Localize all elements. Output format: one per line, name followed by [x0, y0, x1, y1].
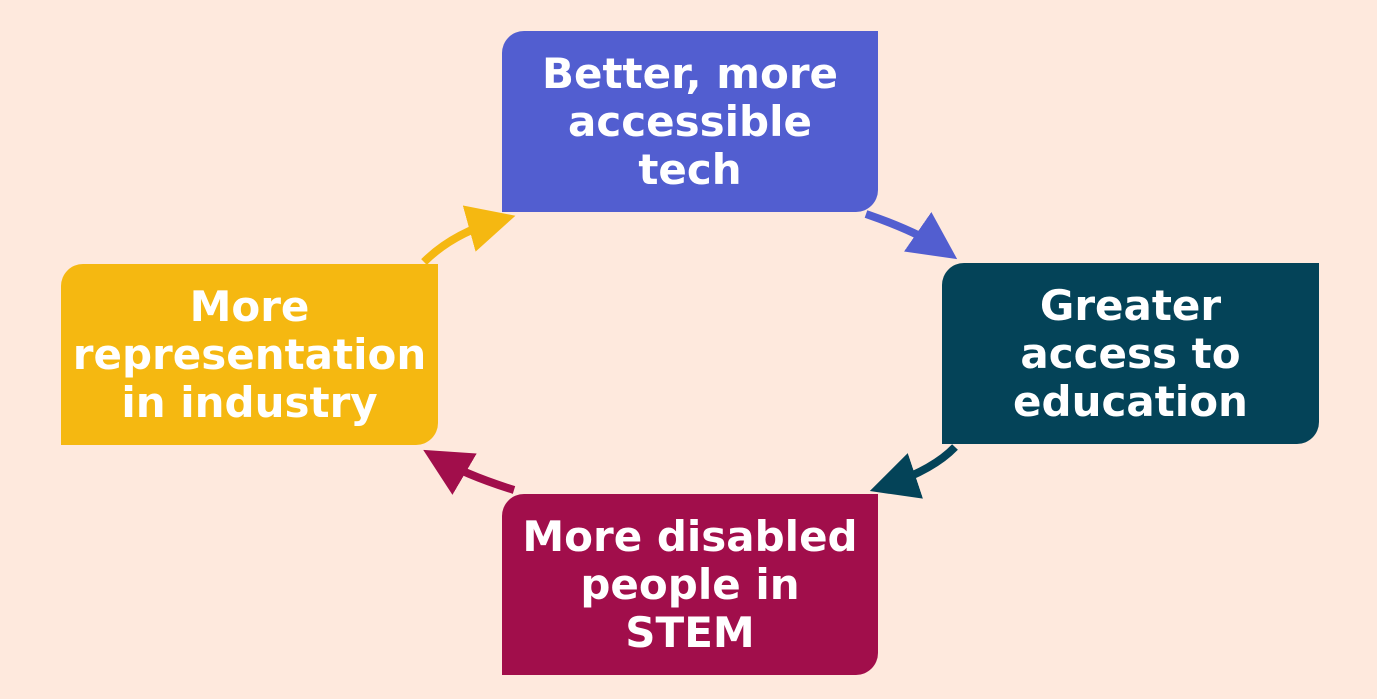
node-label: Better, more accessible tech	[541, 48, 839, 194]
node-more-disabled-people-stem: More disabled people in STEM	[502, 494, 878, 675]
arrow-top-to-right	[864, 210, 958, 260]
node-greater-access-education: Greater access to education	[942, 263, 1319, 444]
node-better-accessible-tech: Better, more accessible tech	[502, 31, 878, 212]
node-label: Greater access to education	[1013, 280, 1248, 426]
arrow-bottom-to-left	[423, 449, 516, 495]
node-more-representation-industry: More representation in industry	[61, 264, 438, 445]
node-label: More representation in industry	[72, 281, 427, 427]
arrow-left-to-top	[421, 205, 516, 265]
node-label: More disabled people in STEM	[522, 511, 858, 657]
arrow-right-to-bottom	[869, 444, 958, 499]
